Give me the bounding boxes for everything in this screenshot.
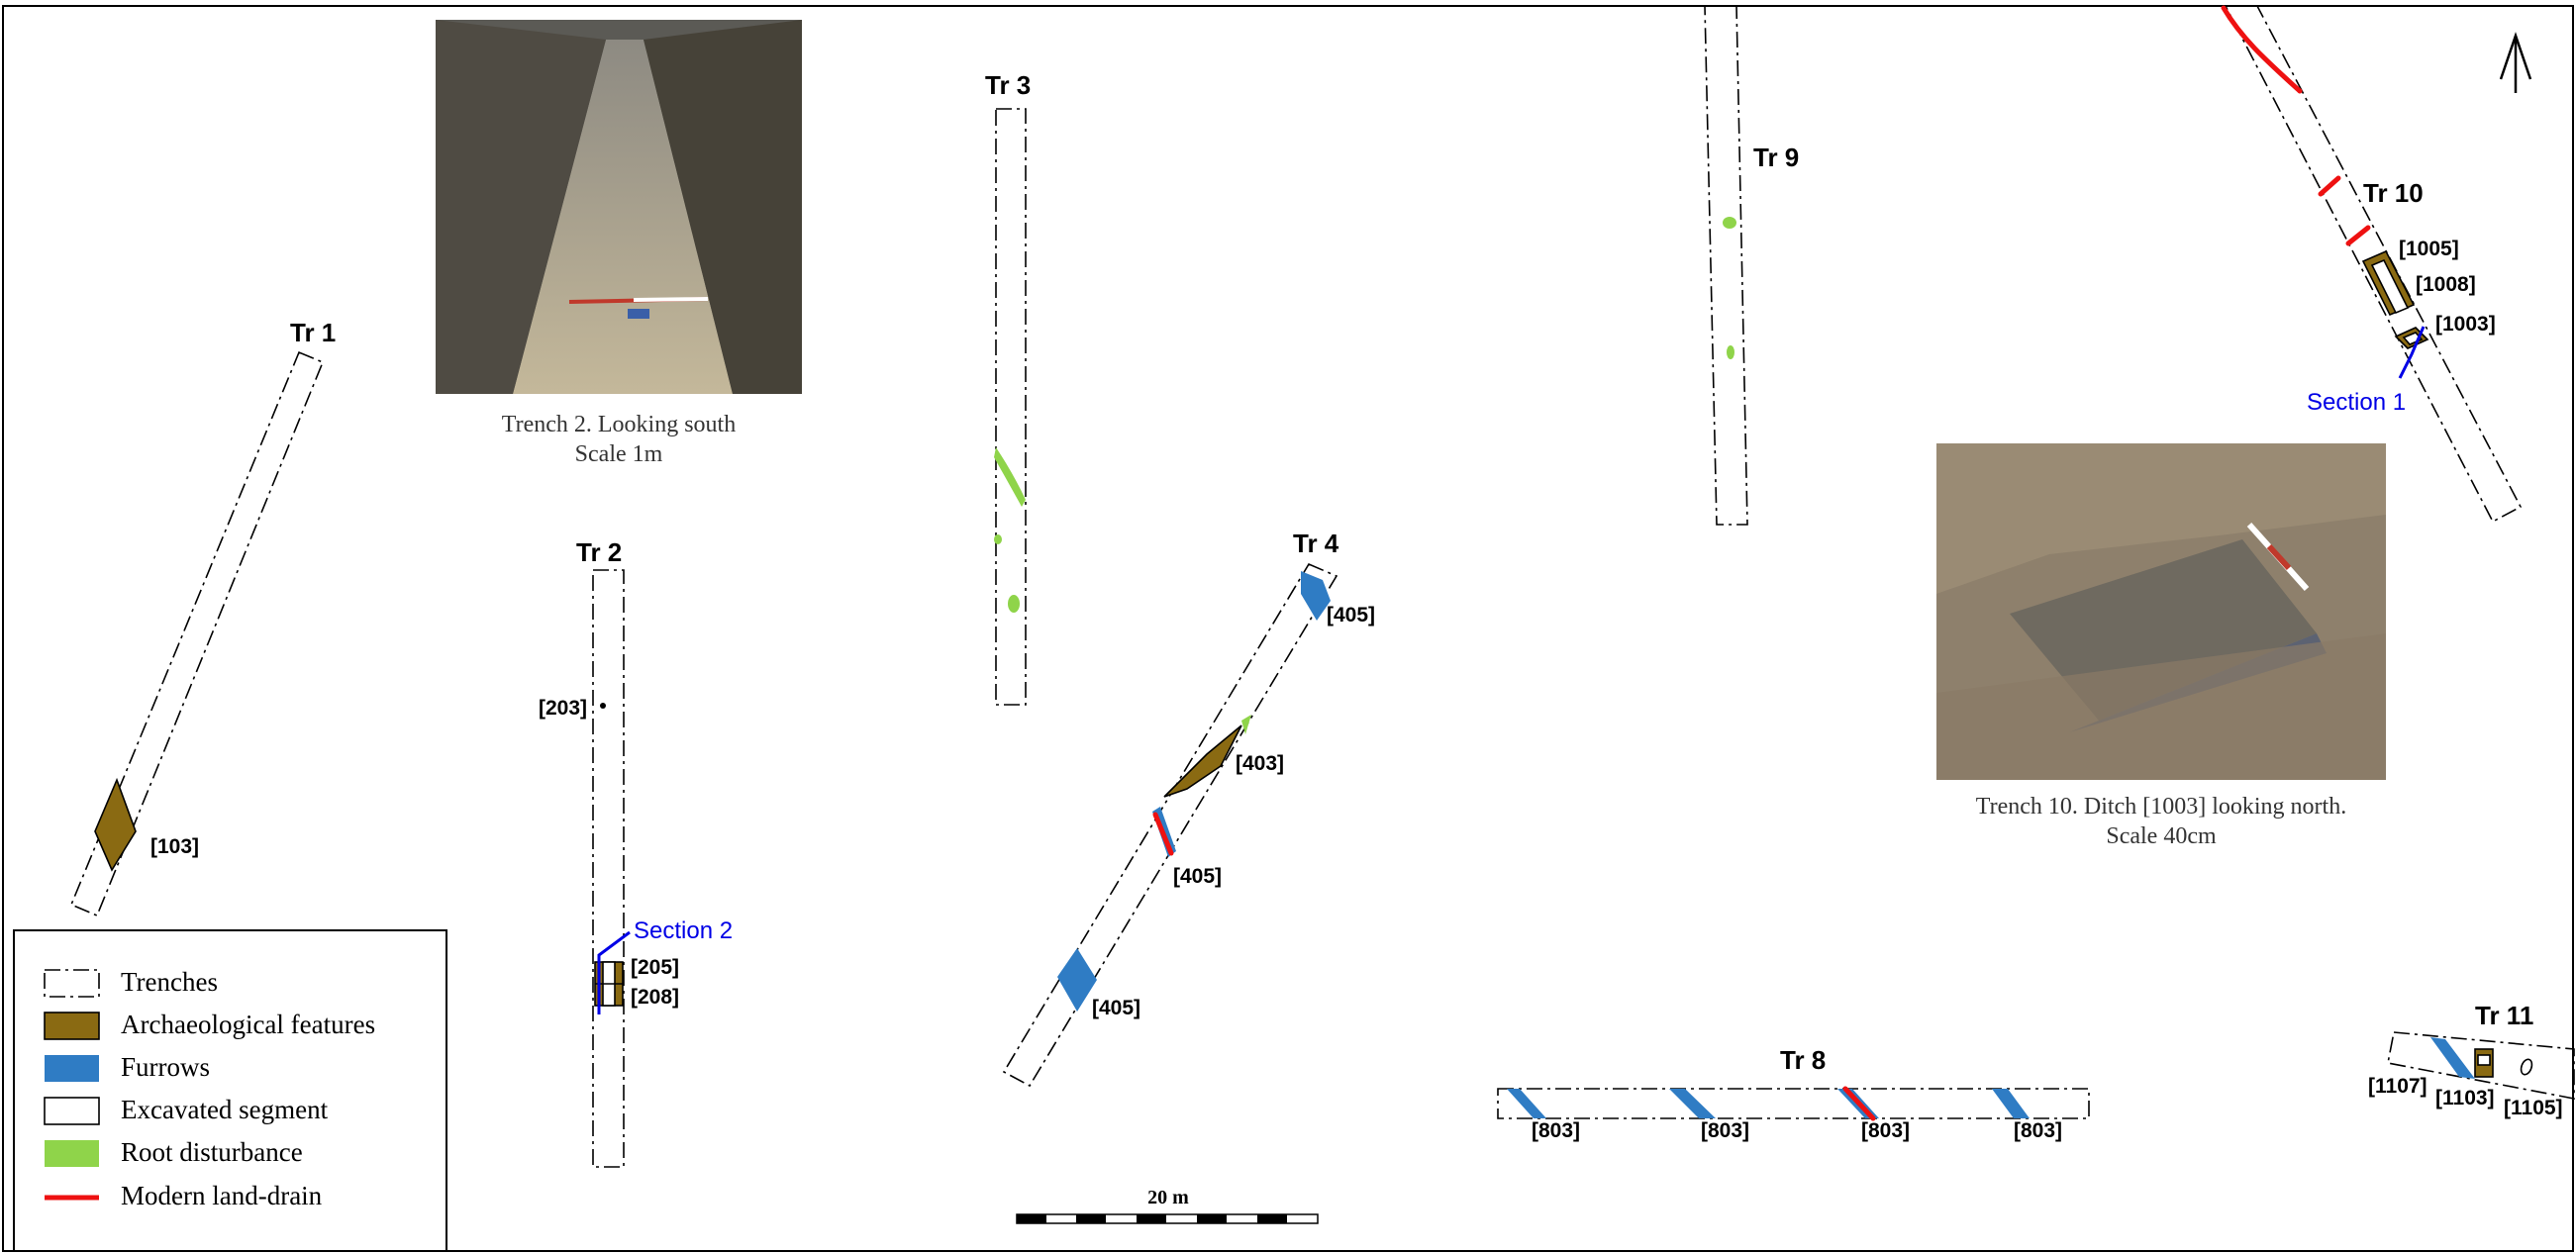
legend-item-excavated-segment: Excavated segment xyxy=(44,1095,329,1125)
context-208-label: [208] xyxy=(631,986,679,1009)
root-disturbance-3a xyxy=(994,447,1026,507)
furrow-405-bottom xyxy=(1057,948,1097,1012)
feature-1105 xyxy=(2520,1058,2533,1076)
trench-9-label: Tr 9 xyxy=(1753,143,1799,172)
legend-label-excavated-segment: Excavated segment xyxy=(121,1095,329,1124)
context-1008-label: [1008] xyxy=(2416,273,2476,296)
trench-10-label: Tr 10 xyxy=(2363,178,2424,208)
context-1005-label: [1005] xyxy=(2399,238,2459,260)
trench-11 xyxy=(2387,1031,2575,1100)
legend-item-archaeological-features: Archaeological features xyxy=(44,1010,375,1040)
furrow-803-a xyxy=(1507,1089,1546,1118)
land-drain-10a xyxy=(2221,5,2303,94)
trench-3-label: Tr 3 xyxy=(985,70,1031,100)
scale-bar-label: 20 m xyxy=(1147,1187,1189,1208)
land-drain-10c xyxy=(2345,225,2371,246)
context-405-top-label: [405] xyxy=(1327,604,1375,627)
context-405-mid-label: [405] xyxy=(1173,865,1222,888)
photo-trench-10-caption-line1: Trench 10. Ditch [1003] looking north. xyxy=(1976,794,2346,820)
context-205-label: [205] xyxy=(631,956,679,979)
context-803-c-label: [803] xyxy=(1861,1119,1910,1142)
land-drain-10b xyxy=(2318,175,2341,197)
trench-3 xyxy=(994,108,1027,706)
photo-trench-10-caption-line2: Scale 40cm xyxy=(2106,823,2217,849)
legend: Trenches Archaeological features Furrows… xyxy=(13,929,447,1252)
trench-2-label: Tr 2 xyxy=(576,537,622,567)
photo-trench-2-caption-line2: Scale 1m xyxy=(575,441,663,467)
north-arrow-icon xyxy=(2499,32,2532,93)
legend-label-furrows: Furrows xyxy=(121,1052,210,1082)
trench-10 xyxy=(2221,5,2523,524)
legend-item-trenches: Trenches xyxy=(44,967,218,998)
context-1103-label: [1103] xyxy=(2435,1087,2495,1109)
photo-trench-10 xyxy=(1936,443,2386,780)
legend-label-trenches: Trenches xyxy=(121,967,218,997)
trench-2 xyxy=(592,569,631,1168)
context-803-a-label: [803] xyxy=(1532,1119,1580,1142)
scale-bar xyxy=(1016,1213,1319,1224)
furrow-803-b xyxy=(1669,1089,1716,1118)
context-403-label: [403] xyxy=(1236,752,1284,775)
photo-trench-2 xyxy=(436,20,802,394)
map-frame xyxy=(2,5,2574,1252)
context-405-bottom-label: [405] xyxy=(1092,997,1140,1019)
photo-trench-2-caption-line1: Trench 2. Looking south xyxy=(502,412,736,437)
trench-4-label: Tr 4 xyxy=(1293,529,1339,558)
furrow-405-top xyxy=(1301,571,1331,621)
legend-label-root-disturbance: Root disturbance xyxy=(121,1137,303,1167)
legend-label-archaeological-features: Archaeological features xyxy=(121,1010,375,1039)
feature-103 xyxy=(94,777,137,872)
context-803-d-label: [803] xyxy=(2014,1119,2062,1142)
feature-403 xyxy=(1163,724,1242,798)
furrow-803-d xyxy=(1992,1089,2030,1118)
legend-item-furrows: Furrows xyxy=(45,1052,210,1082)
section-2-line xyxy=(597,930,631,1014)
trench-8 xyxy=(1497,1086,2090,1121)
legend-item-modern-land-drain: Modern land-drain xyxy=(45,1181,323,1210)
trench-4 xyxy=(1002,562,1338,1088)
legend-item-root-disturbance: Root disturbance xyxy=(45,1137,303,1167)
trench-11-label: Tr 11 xyxy=(2475,1001,2533,1030)
context-1107-label: [1107] xyxy=(2368,1075,2427,1098)
trench-8-label: Tr 8 xyxy=(1780,1045,1826,1075)
context-1003-label: [1003] xyxy=(2435,313,2496,336)
trench-1-label: Tr 1 xyxy=(290,318,336,347)
context-803-b-label: [803] xyxy=(1701,1119,1749,1142)
feature-203 xyxy=(600,703,606,709)
trench-9 xyxy=(1704,5,1748,526)
section-2-label: Section 2 xyxy=(634,917,733,944)
legend-label-modern-land-drain: Modern land-drain xyxy=(121,1181,323,1210)
context-1105-label: [1105] xyxy=(2504,1097,2563,1119)
section-1-line xyxy=(2398,326,2426,379)
section-1-label: Section 1 xyxy=(2307,389,2406,416)
furrow-1107 xyxy=(2430,1037,2475,1079)
trench-1 xyxy=(69,350,325,917)
context-103-label: [103] xyxy=(150,835,199,858)
context-203-label: [203] xyxy=(539,697,587,720)
